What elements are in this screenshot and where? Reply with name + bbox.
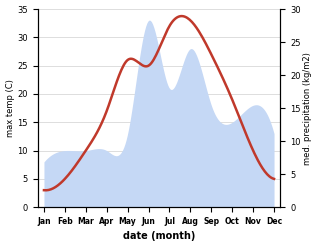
Y-axis label: max temp (C): max temp (C) <box>5 79 15 137</box>
X-axis label: date (month): date (month) <box>123 231 195 242</box>
Y-axis label: med. precipitation (kg/m2): med. precipitation (kg/m2) <box>303 52 313 165</box>
